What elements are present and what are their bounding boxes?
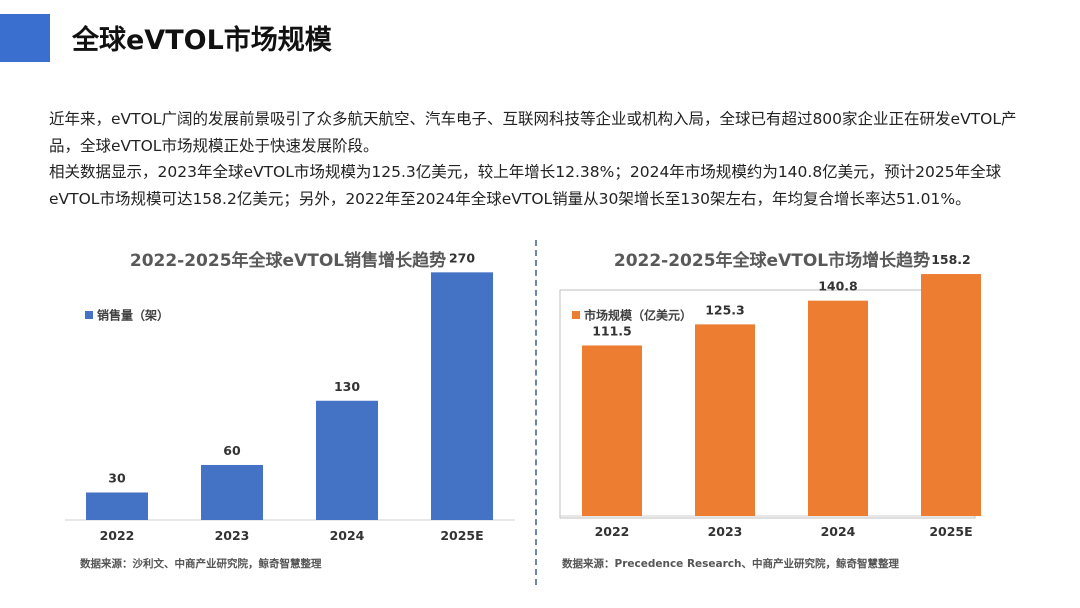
legend-label: 销售量（架）	[97, 308, 169, 323]
intro-text: 近年来，eVTOL广阔的发展前景吸引了众多航天航空、汽车电子、互联网科技等企业或…	[49, 106, 1024, 212]
x-tick-label: 2022	[595, 524, 630, 539]
bar-value-label: 111.5	[592, 323, 632, 338]
x-tick-label: 2025E	[440, 528, 483, 543]
bar-value-label: 158.2	[931, 252, 971, 267]
legend-label: 市场规模（亿美元）	[584, 308, 692, 323]
bar-2023	[201, 464, 263, 520]
x-tick-label: 2024	[821, 524, 856, 539]
bar-value-label: 30	[108, 470, 126, 485]
x-tick-label: 2025E	[929, 524, 972, 539]
legend-swatch	[572, 311, 580, 319]
bar-2024	[808, 300, 868, 516]
chart-source-note: 数据来源：Precedence Research、中商产业研究院，鲸奇智慧整理	[561, 557, 899, 570]
page-title: 全球eVTOL市场规模	[72, 25, 332, 56]
intro-paragraph-2: 相关数据显示，2023年全球eVTOL市场规模为125.3亿美元，较上年增长12…	[49, 163, 1002, 208]
legend-swatch	[85, 311, 93, 319]
intro-paragraph-1: 近年来，eVTOL广阔的发展前景吸引了众多航天航空、汽车电子、互联网科技等企业或…	[49, 110, 1017, 155]
x-tick-label: 2023	[708, 524, 743, 539]
bar-2025E	[431, 272, 493, 520]
chart-divider	[535, 240, 537, 585]
bar-value-label: 130	[334, 379, 360, 394]
x-tick-label: 2023	[215, 528, 250, 543]
bar-value-label: 270	[449, 250, 475, 265]
bar-value-label: 140.8	[818, 279, 858, 294]
bar-value-label: 60	[223, 443, 241, 458]
title-accent-block	[0, 14, 50, 62]
x-tick-label: 2022	[100, 528, 135, 543]
bar-2024	[316, 400, 378, 520]
bar-2025E	[921, 274, 981, 516]
bar-2022	[86, 492, 148, 520]
chart-source-note: 数据来源：沙利文、中商产业研究院，鲸奇智慧整理	[79, 557, 322, 570]
bar-2023	[695, 324, 755, 516]
chart-title: 2022-2025年全球eVTOL市场增长趋势	[614, 250, 930, 271]
chart-title: 2022-2025年全球eVTOL销售增长趋势	[130, 250, 446, 271]
bar-value-label: 125.3	[705, 302, 745, 317]
x-tick-label: 2024	[330, 528, 365, 543]
bar-2022	[582, 345, 642, 516]
